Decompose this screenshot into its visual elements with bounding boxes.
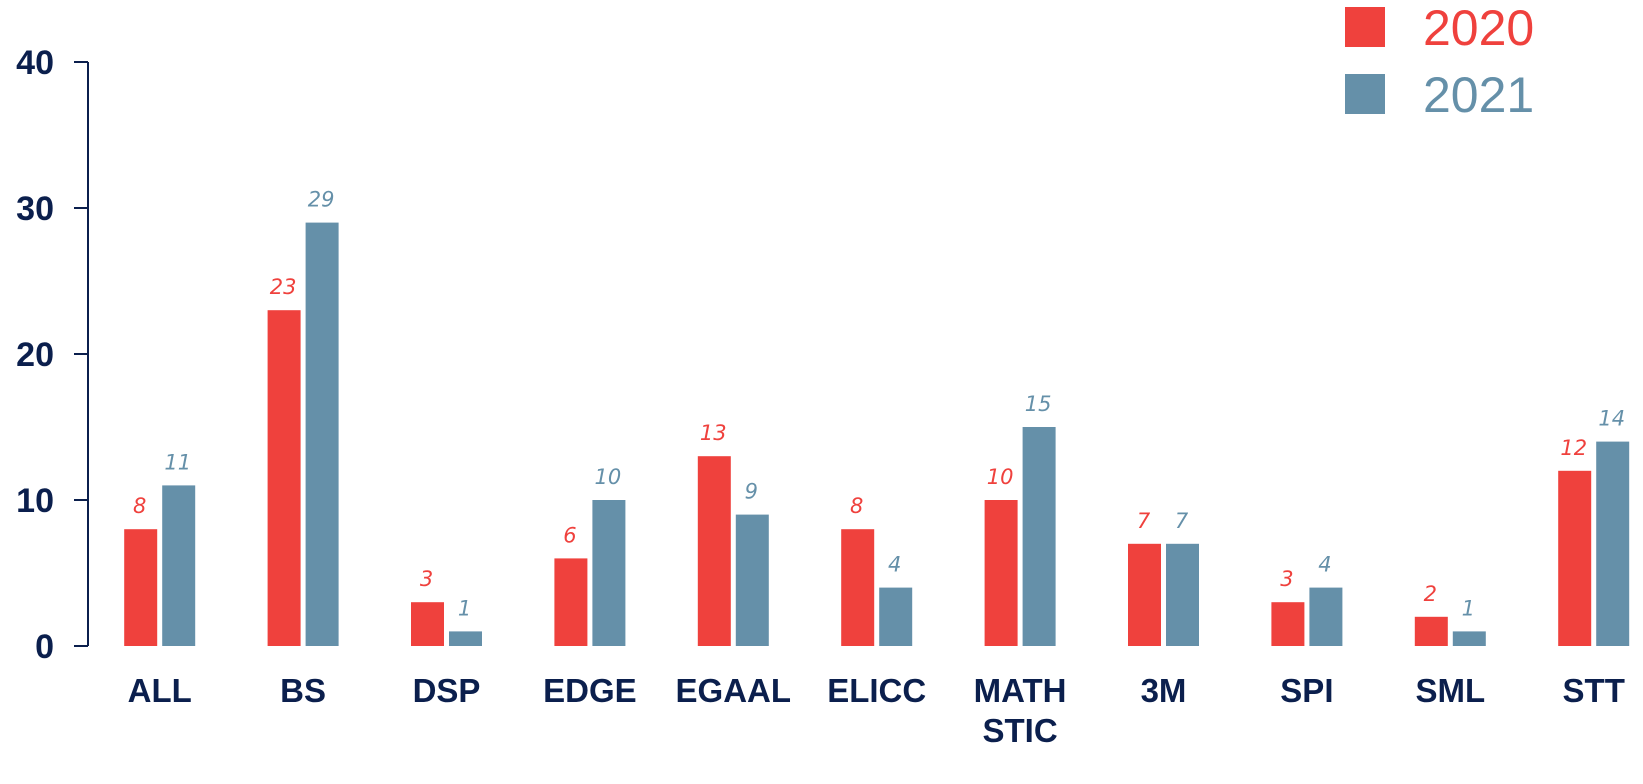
x-tick-label: MATH: [974, 672, 1067, 709]
x-tick-label: STT: [1563, 672, 1625, 709]
bar-2021-bs: [305, 222, 339, 646]
data-label-2021: 14: [1598, 407, 1625, 431]
data-label-2020: 12: [1560, 436, 1587, 460]
data-label-2021: 10: [595, 465, 622, 489]
x-tick-label: ALL: [128, 672, 192, 709]
bar-2020-elicc: [841, 529, 875, 646]
bar-2021-spi: [1309, 587, 1343, 646]
bar-2020-3m: [1128, 543, 1161, 646]
legend-swatch-2020: [1345, 7, 1385, 47]
x-tick-label: SML: [1415, 672, 1485, 709]
x-tick-label: EDGE: [543, 672, 637, 709]
data-label-2021: 15: [1025, 392, 1052, 416]
data-label-2021: 4: [1318, 553, 1331, 577]
legend-label-2021: 2021: [1423, 67, 1534, 123]
x-tick-label: STIC: [983, 712, 1058, 749]
bar-2020-spi: [1271, 602, 1305, 646]
data-label-2020: 6: [563, 523, 576, 547]
data-label-2021: 7: [1175, 509, 1189, 533]
bar-2021-sml: [1452, 631, 1486, 646]
data-label-2021: 1: [458, 596, 471, 620]
data-label-2020: 3: [420, 567, 433, 591]
bar-2020-stt: [1558, 470, 1592, 646]
y-tick-label: 40: [16, 44, 54, 82]
data-label-2021: 1: [1462, 596, 1475, 620]
legend-swatch-2021: [1345, 74, 1385, 114]
y-tick-label: 20: [16, 336, 54, 374]
x-tick-label: 3M: [1141, 672, 1187, 709]
data-label-2021: 11: [164, 450, 191, 474]
bar-2020-all: [124, 529, 158, 646]
bar-2021-edge: [592, 500, 626, 646]
data-label-2020: 2: [1424, 582, 1437, 606]
data-label-2021: 29: [308, 188, 335, 212]
bar-2020-sml: [1414, 616, 1448, 646]
bar-2021-stt: [1596, 441, 1630, 646]
bar-2020-math-stic: [984, 500, 1018, 646]
legend-label-2020: 2020: [1423, 0, 1534, 56]
bar-2021-math-stic: [1022, 427, 1056, 646]
data-label-2021: 9: [745, 480, 758, 504]
y-tick-label: 10: [16, 482, 54, 520]
bar-2020-edge: [554, 558, 588, 646]
data-label-2020: 23: [270, 275, 297, 299]
bar-2021-3m: [1166, 543, 1199, 646]
data-label-2021: 4: [888, 553, 901, 577]
data-label-2020: 7: [1137, 509, 1151, 533]
bar-2021-elicc: [879, 587, 913, 646]
x-tick-label: EGAAL: [676, 672, 792, 709]
bar-2020-dsp: [411, 602, 444, 646]
data-label-2020: 13: [700, 421, 727, 445]
x-tick-label: BS: [280, 672, 326, 709]
x-tick-label: SPI: [1280, 672, 1333, 709]
data-label-2020: 3: [1280, 567, 1293, 591]
data-label-2020: 10: [987, 465, 1014, 489]
y-tick-label: 0: [35, 628, 54, 666]
bar-2021-egaal: [735, 514, 769, 646]
bar-2020-egaal: [697, 456, 731, 646]
bar-2020-bs: [267, 310, 301, 646]
data-label-2020: 8: [850, 494, 863, 518]
bar-2021-all: [162, 485, 196, 646]
x-tick-label: DSP: [413, 672, 481, 709]
bar-2021-dsp: [449, 631, 482, 646]
x-tick-label: ELICC: [827, 672, 926, 709]
data-label-2020: 8: [133, 494, 146, 518]
y-tick-label: 30: [16, 190, 54, 228]
